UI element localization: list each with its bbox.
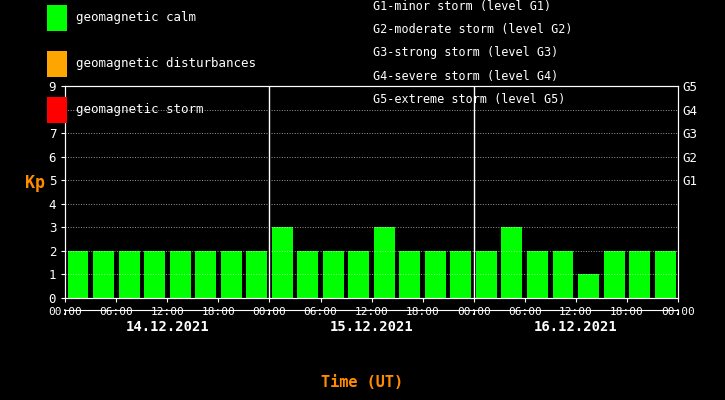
Text: G1-minor storm (level G1): G1-minor storm (level G1): [373, 0, 552, 13]
Y-axis label: Kp: Kp: [25, 174, 45, 192]
Bar: [67, 251, 88, 298]
Bar: [170, 251, 191, 298]
Bar: [399, 251, 420, 298]
Bar: [578, 274, 599, 298]
Bar: [502, 227, 523, 298]
Bar: [655, 251, 676, 298]
Text: G4-severe storm (level G4): G4-severe storm (level G4): [373, 70, 559, 83]
Bar: [348, 251, 369, 298]
Bar: [119, 251, 139, 298]
Text: G3-strong storm (level G3): G3-strong storm (level G3): [373, 46, 559, 59]
Bar: [323, 251, 344, 298]
Text: 16.12.2021: 16.12.2021: [534, 320, 618, 334]
Bar: [552, 251, 573, 298]
Text: Time (UT): Time (UT): [321, 375, 404, 390]
Bar: [476, 251, 497, 298]
Bar: [144, 251, 165, 298]
Text: geomagnetic calm: geomagnetic calm: [76, 12, 196, 24]
Bar: [220, 251, 241, 298]
Bar: [247, 251, 267, 298]
Text: geomagnetic disturbances: geomagnetic disturbances: [76, 58, 256, 70]
Bar: [272, 227, 293, 298]
Bar: [450, 251, 471, 298]
Bar: [527, 251, 548, 298]
Bar: [195, 251, 216, 298]
Text: G2-moderate storm (level G2): G2-moderate storm (level G2): [373, 23, 573, 36]
Bar: [425, 251, 446, 298]
Text: geomagnetic storm: geomagnetic storm: [76, 104, 204, 116]
Bar: [297, 251, 318, 298]
Bar: [93, 251, 114, 298]
Bar: [629, 251, 650, 298]
Bar: [374, 227, 395, 298]
Text: 15.12.2021: 15.12.2021: [330, 320, 413, 334]
Text: 14.12.2021: 14.12.2021: [125, 320, 210, 334]
Bar: [604, 251, 624, 298]
Text: G5-extreme storm (level G5): G5-extreme storm (level G5): [373, 93, 566, 106]
